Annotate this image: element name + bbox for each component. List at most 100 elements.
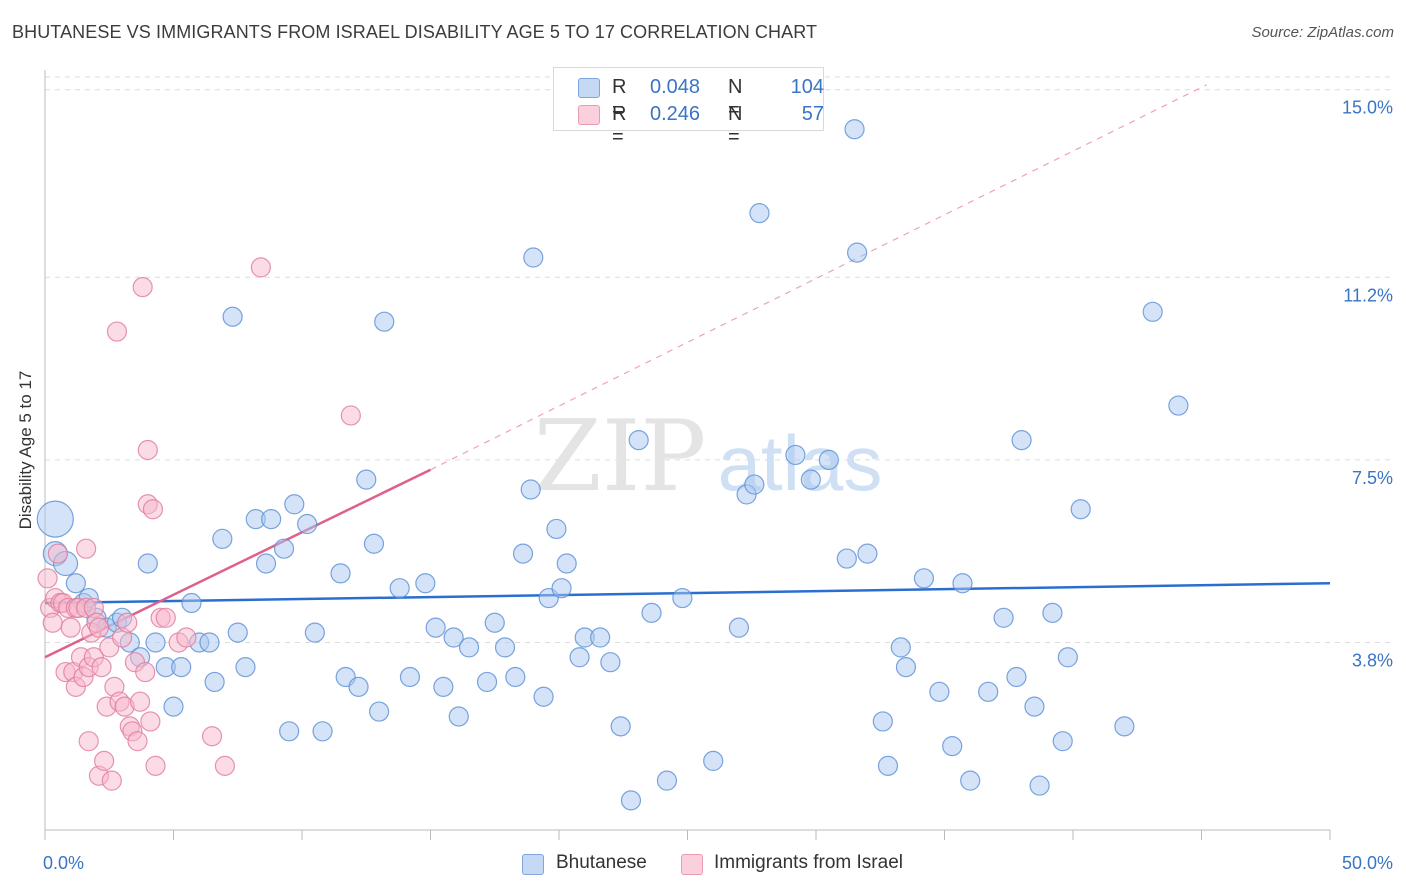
bhutanese-point xyxy=(1057,647,1078,668)
bhutanese-point xyxy=(312,721,333,742)
y-tick-label: 11.2% xyxy=(1343,285,1393,305)
bhutanese-point xyxy=(744,474,765,495)
bhutanese-point xyxy=(374,311,395,332)
bhutanese-point xyxy=(1011,430,1032,451)
bhutanese-point xyxy=(533,686,554,707)
israel-point xyxy=(37,568,58,589)
bhutanese-point xyxy=(65,573,86,594)
bhutanese-point xyxy=(145,632,166,653)
series-legend-swatch-bhutanese xyxy=(522,854,544,875)
bhutanese-point xyxy=(476,671,498,693)
y-tick-label: 15.0% xyxy=(1342,98,1393,118)
bhutanese-point xyxy=(137,553,158,574)
bhutanese-point xyxy=(1168,395,1189,416)
israel-point xyxy=(340,405,361,426)
bhutanese-point xyxy=(484,612,505,633)
israel-point xyxy=(129,691,151,712)
bhutanese-point xyxy=(255,553,277,574)
legend-n-label: N = xyxy=(728,103,743,148)
israel-point xyxy=(106,321,128,342)
bhutanese-point xyxy=(204,671,225,693)
bhutanese-point xyxy=(36,500,74,538)
legend-r-value: 0.048 xyxy=(650,76,701,98)
bhutanese-point xyxy=(1024,696,1045,717)
bhutanese-point xyxy=(800,469,821,490)
israel-point xyxy=(47,543,68,564)
bhutanese-point xyxy=(433,676,454,697)
israel-point xyxy=(88,617,110,638)
bhutanese-point xyxy=(199,632,220,653)
bhutanese-point xyxy=(556,553,577,574)
bhutanese-point xyxy=(1006,666,1027,688)
bhutanese-point xyxy=(847,242,868,263)
bhutanese-point xyxy=(610,716,631,737)
y-tick-label: 7.5% xyxy=(1352,468,1393,488)
legend-swatch-israel xyxy=(578,105,600,125)
israel-point xyxy=(76,538,97,559)
bhutanese-point xyxy=(505,666,526,688)
y-tick-label: 3.8% xyxy=(1352,650,1393,670)
data-points xyxy=(36,119,1189,811)
legend-n-label: N = xyxy=(728,76,743,121)
bhutanese-point xyxy=(1052,731,1073,752)
series-legend: Bhutanese Immigrants from Israel xyxy=(522,851,942,877)
bhutanese-point xyxy=(212,528,233,549)
bhutanese-point xyxy=(458,637,480,658)
bhutanese-point xyxy=(1142,301,1163,322)
bhutanese-point xyxy=(520,479,541,500)
israel-point xyxy=(201,726,223,747)
bhutanese-point xyxy=(993,607,1014,628)
israel-point xyxy=(78,731,99,752)
bhutanese-point xyxy=(304,622,325,643)
series-legend-label-bhutanese: Bhutanese xyxy=(556,852,647,873)
bhutanese-point xyxy=(590,627,611,648)
bhutanese-point xyxy=(942,736,963,757)
bhutanese-point xyxy=(672,587,693,609)
bhutanese-point xyxy=(389,578,410,599)
bhutanese-point xyxy=(857,543,878,564)
bhutanese-point xyxy=(913,568,935,589)
legend-r-label: R = xyxy=(612,103,627,148)
bhutanese-point xyxy=(728,617,750,638)
bhutanese-point xyxy=(171,657,192,678)
bhutanese-point xyxy=(785,444,806,466)
bhutanese-point xyxy=(641,602,662,623)
israel-point xyxy=(101,770,122,791)
bhutanese-point xyxy=(261,508,282,530)
tick-labels: 3.8% 7.5% 11.2% 15.0% 0.0% 50.0% xyxy=(43,98,1393,873)
bhutanese-point xyxy=(1114,716,1135,737)
bhutanese-point xyxy=(494,637,516,658)
israel-point xyxy=(214,755,235,776)
bhutanese-point xyxy=(181,592,202,614)
bhutanese-point xyxy=(895,657,917,678)
bhutanese-point xyxy=(600,652,621,673)
israel-trend-extension xyxy=(430,84,1207,471)
bhutanese-point xyxy=(448,706,469,727)
bhutanese-point xyxy=(818,449,839,470)
bhutanese-point xyxy=(356,469,377,490)
bhutanese-point xyxy=(512,543,534,564)
legend-r-value: 0.246 xyxy=(650,103,701,125)
legend-n-value: 57 xyxy=(801,103,824,125)
israel-point xyxy=(140,711,161,732)
x-tick-label: 0.0% xyxy=(43,853,84,873)
bhutanese-point xyxy=(844,119,865,140)
bhutanese-point xyxy=(279,721,300,742)
correlation-legend: R = 0.048 N = 104 R = 0.246 N = 57 xyxy=(553,67,824,148)
israel-point xyxy=(132,277,153,298)
bhutanese-point xyxy=(569,647,590,668)
bhutanese-point xyxy=(363,533,385,554)
bhutanese-point xyxy=(443,627,464,648)
bhutanese-point xyxy=(890,637,911,658)
bhutanese-point xyxy=(656,770,678,791)
bhutanese-point xyxy=(273,538,295,559)
bhutanese-point xyxy=(1029,775,1050,796)
trend-lines xyxy=(44,84,1331,659)
legend-n-value: 104 xyxy=(790,76,824,98)
bhutanese-point xyxy=(284,494,305,515)
bhutanese-point xyxy=(620,790,642,811)
bhutanese-point xyxy=(369,701,390,722)
israel-point xyxy=(137,439,158,461)
bhutanese-point xyxy=(348,676,369,697)
